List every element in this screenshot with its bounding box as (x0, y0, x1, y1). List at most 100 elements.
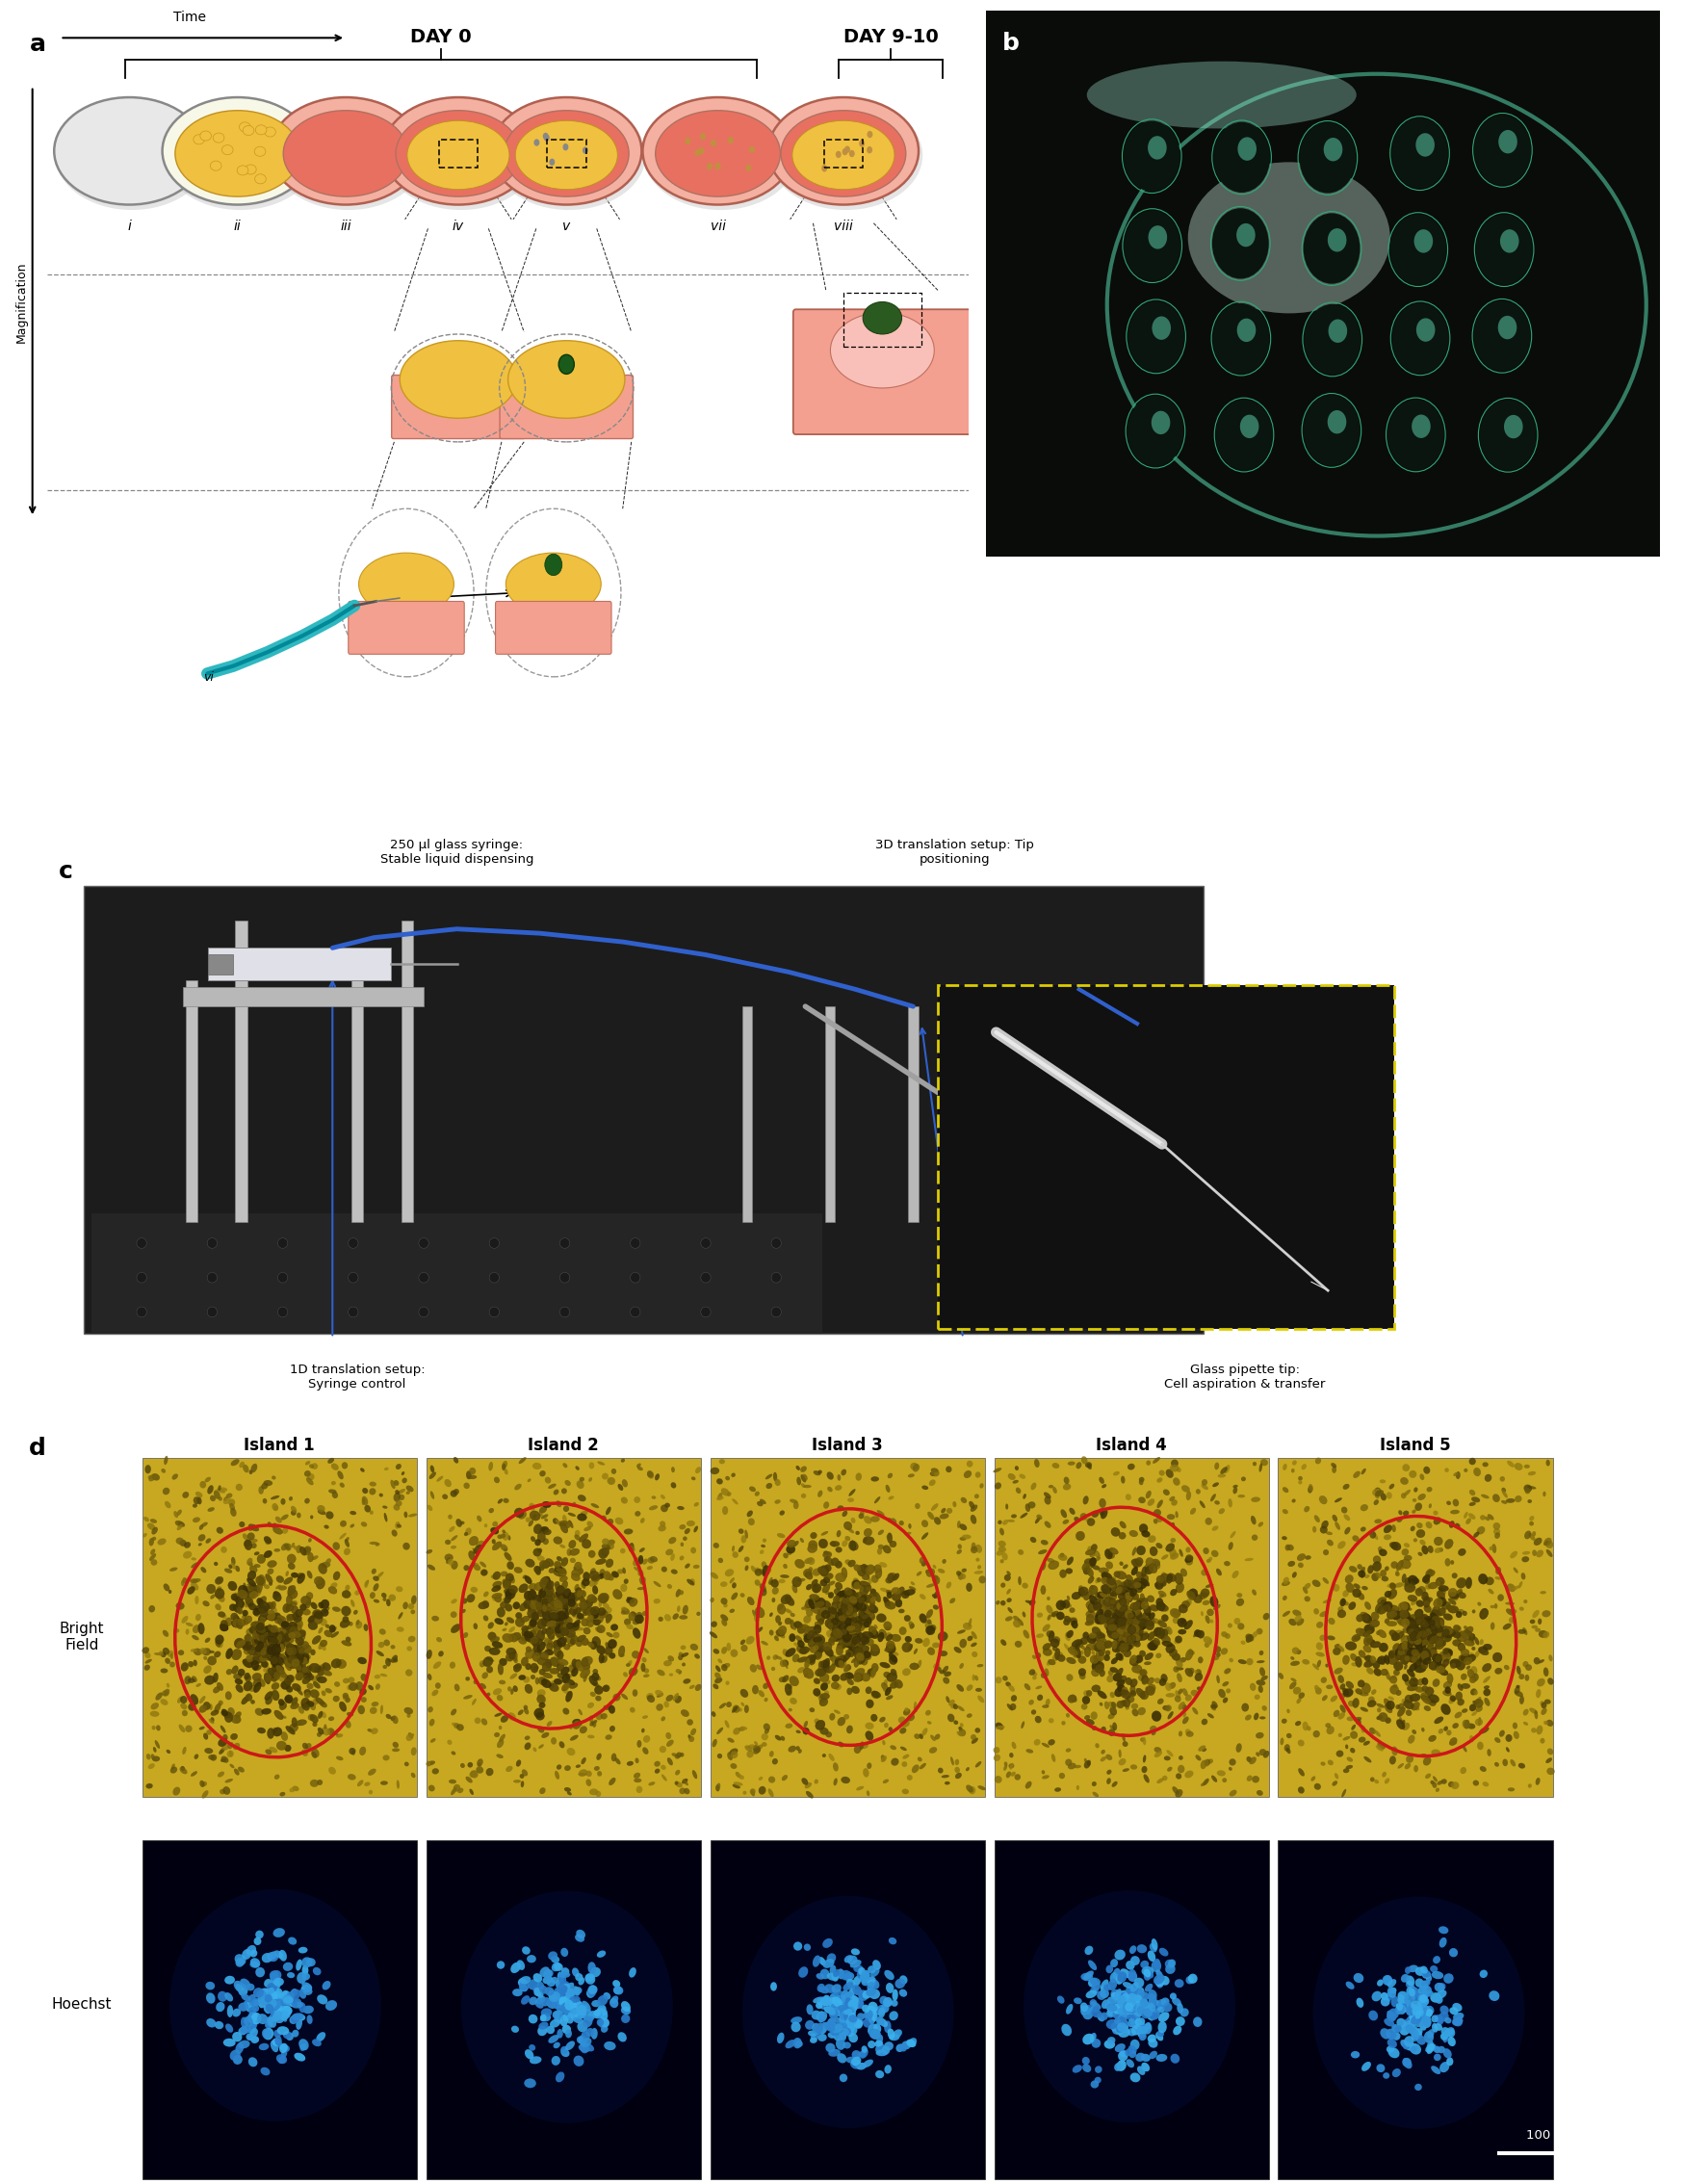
Ellipse shape (317, 1677, 327, 1684)
Ellipse shape (1292, 1572, 1297, 1577)
Ellipse shape (1068, 1461, 1075, 1465)
Ellipse shape (1126, 1987, 1134, 1994)
Ellipse shape (580, 1597, 586, 1605)
Ellipse shape (757, 1745, 763, 1749)
Ellipse shape (258, 1485, 265, 1494)
Ellipse shape (293, 1623, 302, 1631)
Ellipse shape (253, 1629, 258, 1640)
Ellipse shape (581, 2001, 591, 2011)
Ellipse shape (1452, 2011, 1464, 2020)
Ellipse shape (839, 1640, 844, 1647)
Ellipse shape (787, 1546, 795, 1553)
Ellipse shape (1402, 1658, 1409, 1664)
Ellipse shape (1188, 1974, 1198, 1983)
Ellipse shape (1506, 1747, 1510, 1752)
Ellipse shape (1321, 1677, 1326, 1684)
Ellipse shape (286, 2033, 293, 2040)
Circle shape (136, 1238, 147, 1249)
Ellipse shape (1432, 1511, 1437, 1516)
Ellipse shape (1001, 1583, 1006, 1588)
Ellipse shape (842, 2018, 849, 2025)
Ellipse shape (160, 1699, 168, 1706)
Ellipse shape (1417, 1634, 1424, 1642)
Ellipse shape (384, 100, 538, 210)
Ellipse shape (890, 1542, 896, 1546)
Ellipse shape (1404, 2018, 1409, 2029)
Ellipse shape (662, 1773, 667, 1782)
Ellipse shape (716, 1728, 723, 1734)
Ellipse shape (563, 1673, 570, 1684)
Ellipse shape (303, 1987, 312, 1996)
Ellipse shape (256, 124, 266, 135)
Ellipse shape (546, 2001, 556, 2009)
Ellipse shape (682, 1535, 687, 1540)
Ellipse shape (261, 2068, 270, 2075)
Ellipse shape (1030, 1538, 1036, 1542)
Ellipse shape (797, 1625, 805, 1634)
Ellipse shape (566, 1625, 575, 1631)
Ellipse shape (1075, 1531, 1085, 1540)
Ellipse shape (265, 2020, 273, 2029)
Ellipse shape (224, 1568, 233, 1572)
Ellipse shape (243, 1583, 246, 1592)
Ellipse shape (1087, 1690, 1092, 1697)
Ellipse shape (971, 1631, 977, 1640)
Ellipse shape (1100, 1671, 1105, 1677)
Ellipse shape (664, 1701, 669, 1708)
Ellipse shape (849, 1959, 861, 1968)
Ellipse shape (1174, 1789, 1183, 1797)
Ellipse shape (674, 1754, 679, 1758)
Ellipse shape (320, 1712, 327, 1719)
Ellipse shape (1141, 1618, 1147, 1625)
Ellipse shape (265, 1994, 271, 2001)
Ellipse shape (217, 1701, 222, 1706)
Ellipse shape (1338, 1542, 1346, 1548)
Ellipse shape (671, 1553, 676, 1562)
Ellipse shape (839, 2016, 846, 2022)
Ellipse shape (1124, 2001, 1134, 2011)
Ellipse shape (236, 1566, 239, 1572)
Ellipse shape (1383, 1524, 1392, 1533)
Ellipse shape (846, 1625, 854, 1634)
Ellipse shape (1484, 1516, 1490, 1520)
Ellipse shape (566, 1791, 571, 1795)
Ellipse shape (1041, 1769, 1045, 1773)
Ellipse shape (241, 1697, 249, 1704)
Ellipse shape (1127, 1579, 1134, 1588)
Ellipse shape (1370, 1531, 1377, 1538)
Ellipse shape (558, 1992, 564, 2003)
Ellipse shape (1124, 1627, 1131, 1638)
Ellipse shape (452, 1535, 458, 1542)
Ellipse shape (1532, 1551, 1537, 1555)
Ellipse shape (1127, 1627, 1132, 1634)
Ellipse shape (578, 1494, 586, 1503)
Ellipse shape (1331, 1463, 1336, 1468)
Ellipse shape (1117, 1675, 1127, 1684)
Ellipse shape (576, 1640, 583, 1647)
Ellipse shape (271, 2001, 280, 2009)
Ellipse shape (844, 2007, 853, 2016)
Ellipse shape (527, 1594, 532, 1599)
Ellipse shape (602, 1516, 607, 1520)
Ellipse shape (578, 1514, 586, 1520)
Ellipse shape (532, 1548, 541, 1557)
Ellipse shape (676, 1669, 681, 1673)
Ellipse shape (1422, 1592, 1429, 1601)
Ellipse shape (797, 1640, 804, 1647)
Ellipse shape (231, 1649, 241, 1660)
Ellipse shape (549, 1612, 556, 1618)
Ellipse shape (531, 1614, 539, 1621)
Ellipse shape (768, 1776, 775, 1782)
Ellipse shape (1073, 1645, 1080, 1651)
Ellipse shape (477, 1762, 482, 1769)
Ellipse shape (1410, 2029, 1419, 2042)
Ellipse shape (853, 1985, 861, 1994)
Ellipse shape (1501, 1487, 1506, 1492)
Ellipse shape (1200, 1592, 1205, 1599)
Ellipse shape (1114, 2064, 1122, 2070)
Ellipse shape (497, 1754, 504, 1758)
Circle shape (868, 131, 873, 138)
Ellipse shape (559, 2014, 568, 2027)
Ellipse shape (804, 1944, 810, 1950)
Ellipse shape (901, 1590, 910, 1599)
